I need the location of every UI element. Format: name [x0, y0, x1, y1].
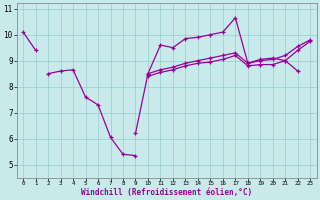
X-axis label: Windchill (Refroidissement éolien,°C): Windchill (Refroidissement éolien,°C)	[81, 188, 252, 197]
